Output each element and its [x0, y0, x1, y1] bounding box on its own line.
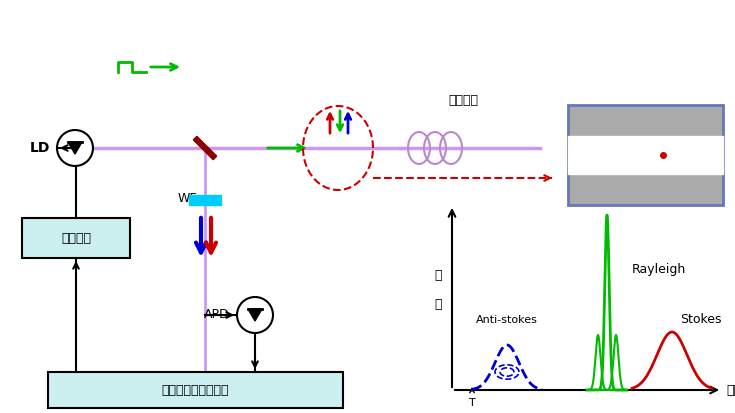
Text: 波长: 波长: [726, 384, 735, 396]
Polygon shape: [68, 142, 82, 154]
Text: Stokes: Stokes: [680, 313, 722, 326]
Text: LD: LD: [29, 141, 50, 155]
Polygon shape: [193, 136, 217, 160]
FancyBboxPatch shape: [189, 195, 221, 205]
Text: APD: APD: [204, 309, 230, 321]
Text: 强: 强: [434, 299, 442, 311]
FancyBboxPatch shape: [48, 372, 343, 408]
Text: Rayleigh: Rayleigh: [632, 263, 686, 276]
Text: WF: WF: [177, 192, 197, 204]
Text: 驱动电路: 驱动电路: [61, 232, 91, 244]
FancyBboxPatch shape: [568, 136, 723, 174]
Text: 传感光纤: 传感光纤: [448, 93, 478, 107]
Text: T: T: [469, 398, 476, 408]
Text: 信号采集处理及显示: 信号采集处理及显示: [162, 384, 229, 396]
Text: 光: 光: [434, 269, 442, 282]
Polygon shape: [248, 309, 262, 321]
FancyBboxPatch shape: [22, 218, 130, 258]
FancyBboxPatch shape: [568, 105, 723, 205]
Text: Anti-stokes: Anti-stokes: [476, 315, 538, 325]
